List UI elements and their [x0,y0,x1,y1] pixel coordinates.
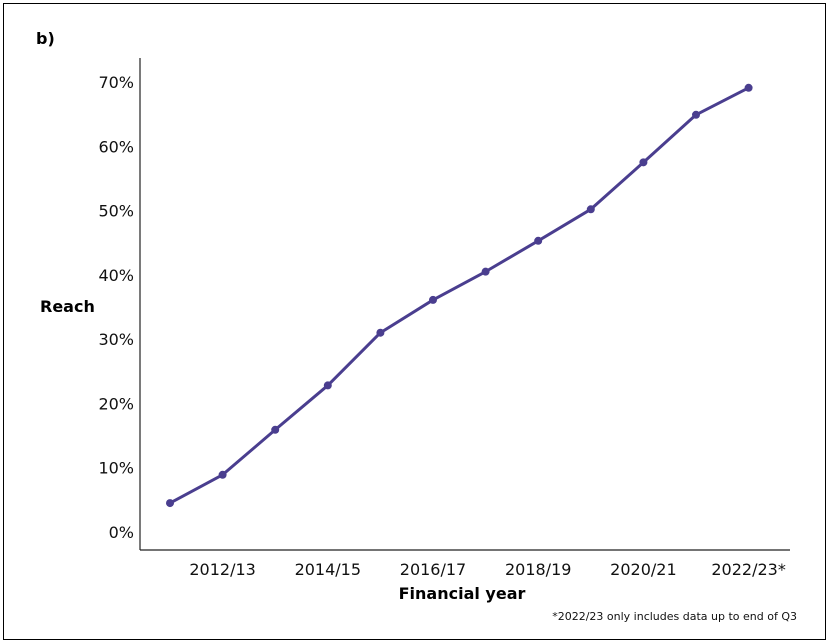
x-axis-ticks: 2012/13 2014/15 2016/17 2018/19 2020/21 2022/… [189,560,785,579]
x-axis-title: Financial year [399,584,526,603]
y-tick-label: 70% [98,73,134,92]
data-point [534,236,543,245]
panel-label: b) [36,29,55,48]
x-tick-label: 2022/23* [711,560,785,579]
y-axis-ticks: 0% 10% 20% 30% 40% 50% 60% 70% [98,73,134,542]
y-tick-label: 60% [98,137,134,156]
y-tick-label: 30% [98,330,134,349]
data-point [586,205,595,214]
data-point [429,295,437,304]
y-tick-label: 50% [98,202,134,221]
series-line [169,86,750,505]
y-tick-label: 0% [109,523,134,542]
y-tick-label: 20% [98,394,134,413]
data-point [166,499,174,508]
x-tick-label: 2012/13 [189,560,255,579]
data-point [218,470,227,479]
data-point [481,267,490,276]
x-tick-label: 2016/17 [400,560,466,579]
footnote: *2022/23 only includes data up to end of… [552,610,797,623]
data-point [323,381,332,390]
data-point [271,425,280,434]
data-series [166,83,753,508]
y-tick-label: 10% [98,459,134,478]
x-tick-label: 2020/21 [610,560,676,579]
data-point [639,158,648,167]
chart-axes [139,58,790,551]
data-point [744,83,753,92]
x-tick-label: 2014/15 [295,560,361,579]
data-point [376,328,385,337]
y-axis-title: Reach [40,297,95,316]
y-tick-label: 40% [98,266,134,285]
data-point [692,110,700,119]
x-tick-label: 2018/19 [505,560,571,579]
